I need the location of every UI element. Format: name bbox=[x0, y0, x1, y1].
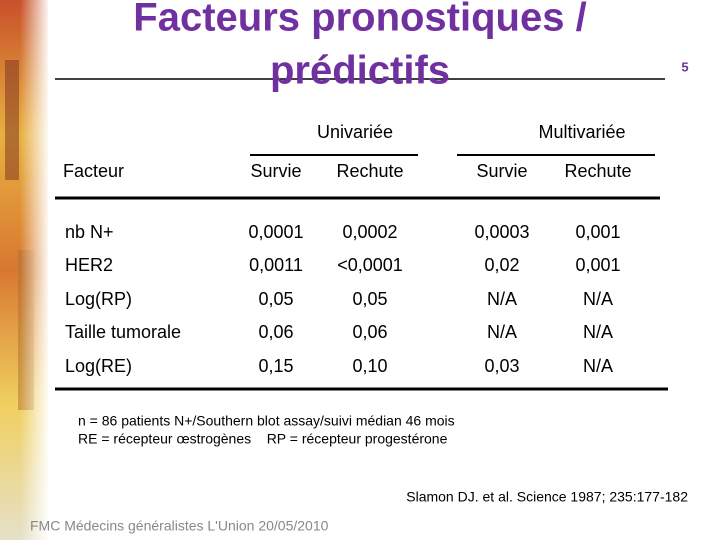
table-cell: N/A bbox=[487, 322, 517, 342]
group-header: Multivariée bbox=[538, 122, 625, 142]
table-cell: 0,0011 bbox=[249, 255, 303, 275]
row-label: nb N+ bbox=[65, 222, 114, 242]
note: n = 86 patients N+/Southern blot assay/s… bbox=[78, 413, 455, 429]
column-header: Survie bbox=[476, 161, 527, 181]
column-header: Rechute bbox=[336, 161, 403, 181]
column-header: Rechute bbox=[564, 161, 631, 181]
table-cell: 0,05 bbox=[352, 289, 387, 309]
row-label: Log(RP) bbox=[65, 289, 132, 309]
table-cell: 0,10 bbox=[352, 356, 387, 376]
table-cell: 0,02 bbox=[484, 255, 519, 275]
table-cell: 0,0002 bbox=[342, 222, 397, 242]
column-header: Facteur bbox=[63, 161, 124, 181]
table-cell: 0,03 bbox=[484, 356, 519, 376]
table-cell: 0,0003 bbox=[474, 222, 529, 242]
row-label: HER2 bbox=[65, 255, 113, 275]
table-cell: 0,001 bbox=[575, 222, 620, 242]
table-cell: 0,15 bbox=[258, 356, 293, 376]
decorative-strip bbox=[5, 60, 19, 180]
table-cell: <0,0001 bbox=[337, 255, 403, 275]
column-header: Survie bbox=[250, 161, 301, 181]
row-label: Log(RE) bbox=[65, 356, 132, 376]
row-label: Taille tumorale bbox=[65, 322, 181, 342]
table-cell: N/A bbox=[583, 356, 613, 376]
table-cell: 0,06 bbox=[258, 322, 293, 342]
table-cell: 0,06 bbox=[352, 322, 387, 342]
note: RE = récepteur œstrogènes RP = récepteur… bbox=[78, 431, 448, 447]
decorative-fade bbox=[20, 0, 50, 540]
table-cell: N/A bbox=[487, 289, 517, 309]
page-number: 5 bbox=[681, 59, 688, 74]
title: Facteurs pronostiques / bbox=[133, 0, 586, 40]
group-header: Univariée bbox=[317, 122, 393, 142]
table-cell: 0,0001 bbox=[248, 222, 303, 242]
title: prédictifs bbox=[270, 49, 450, 93]
table-cell: 0,05 bbox=[258, 289, 293, 309]
citation: Slamon DJ. et al. Science 1987; 235:177-… bbox=[406, 489, 688, 505]
table-cell: N/A bbox=[583, 322, 613, 342]
footer: FMC Médecins généralistes L'Union 20/05/… bbox=[30, 518, 329, 534]
table-cell: N/A bbox=[583, 289, 613, 309]
table-cell: 0,001 bbox=[575, 255, 620, 275]
